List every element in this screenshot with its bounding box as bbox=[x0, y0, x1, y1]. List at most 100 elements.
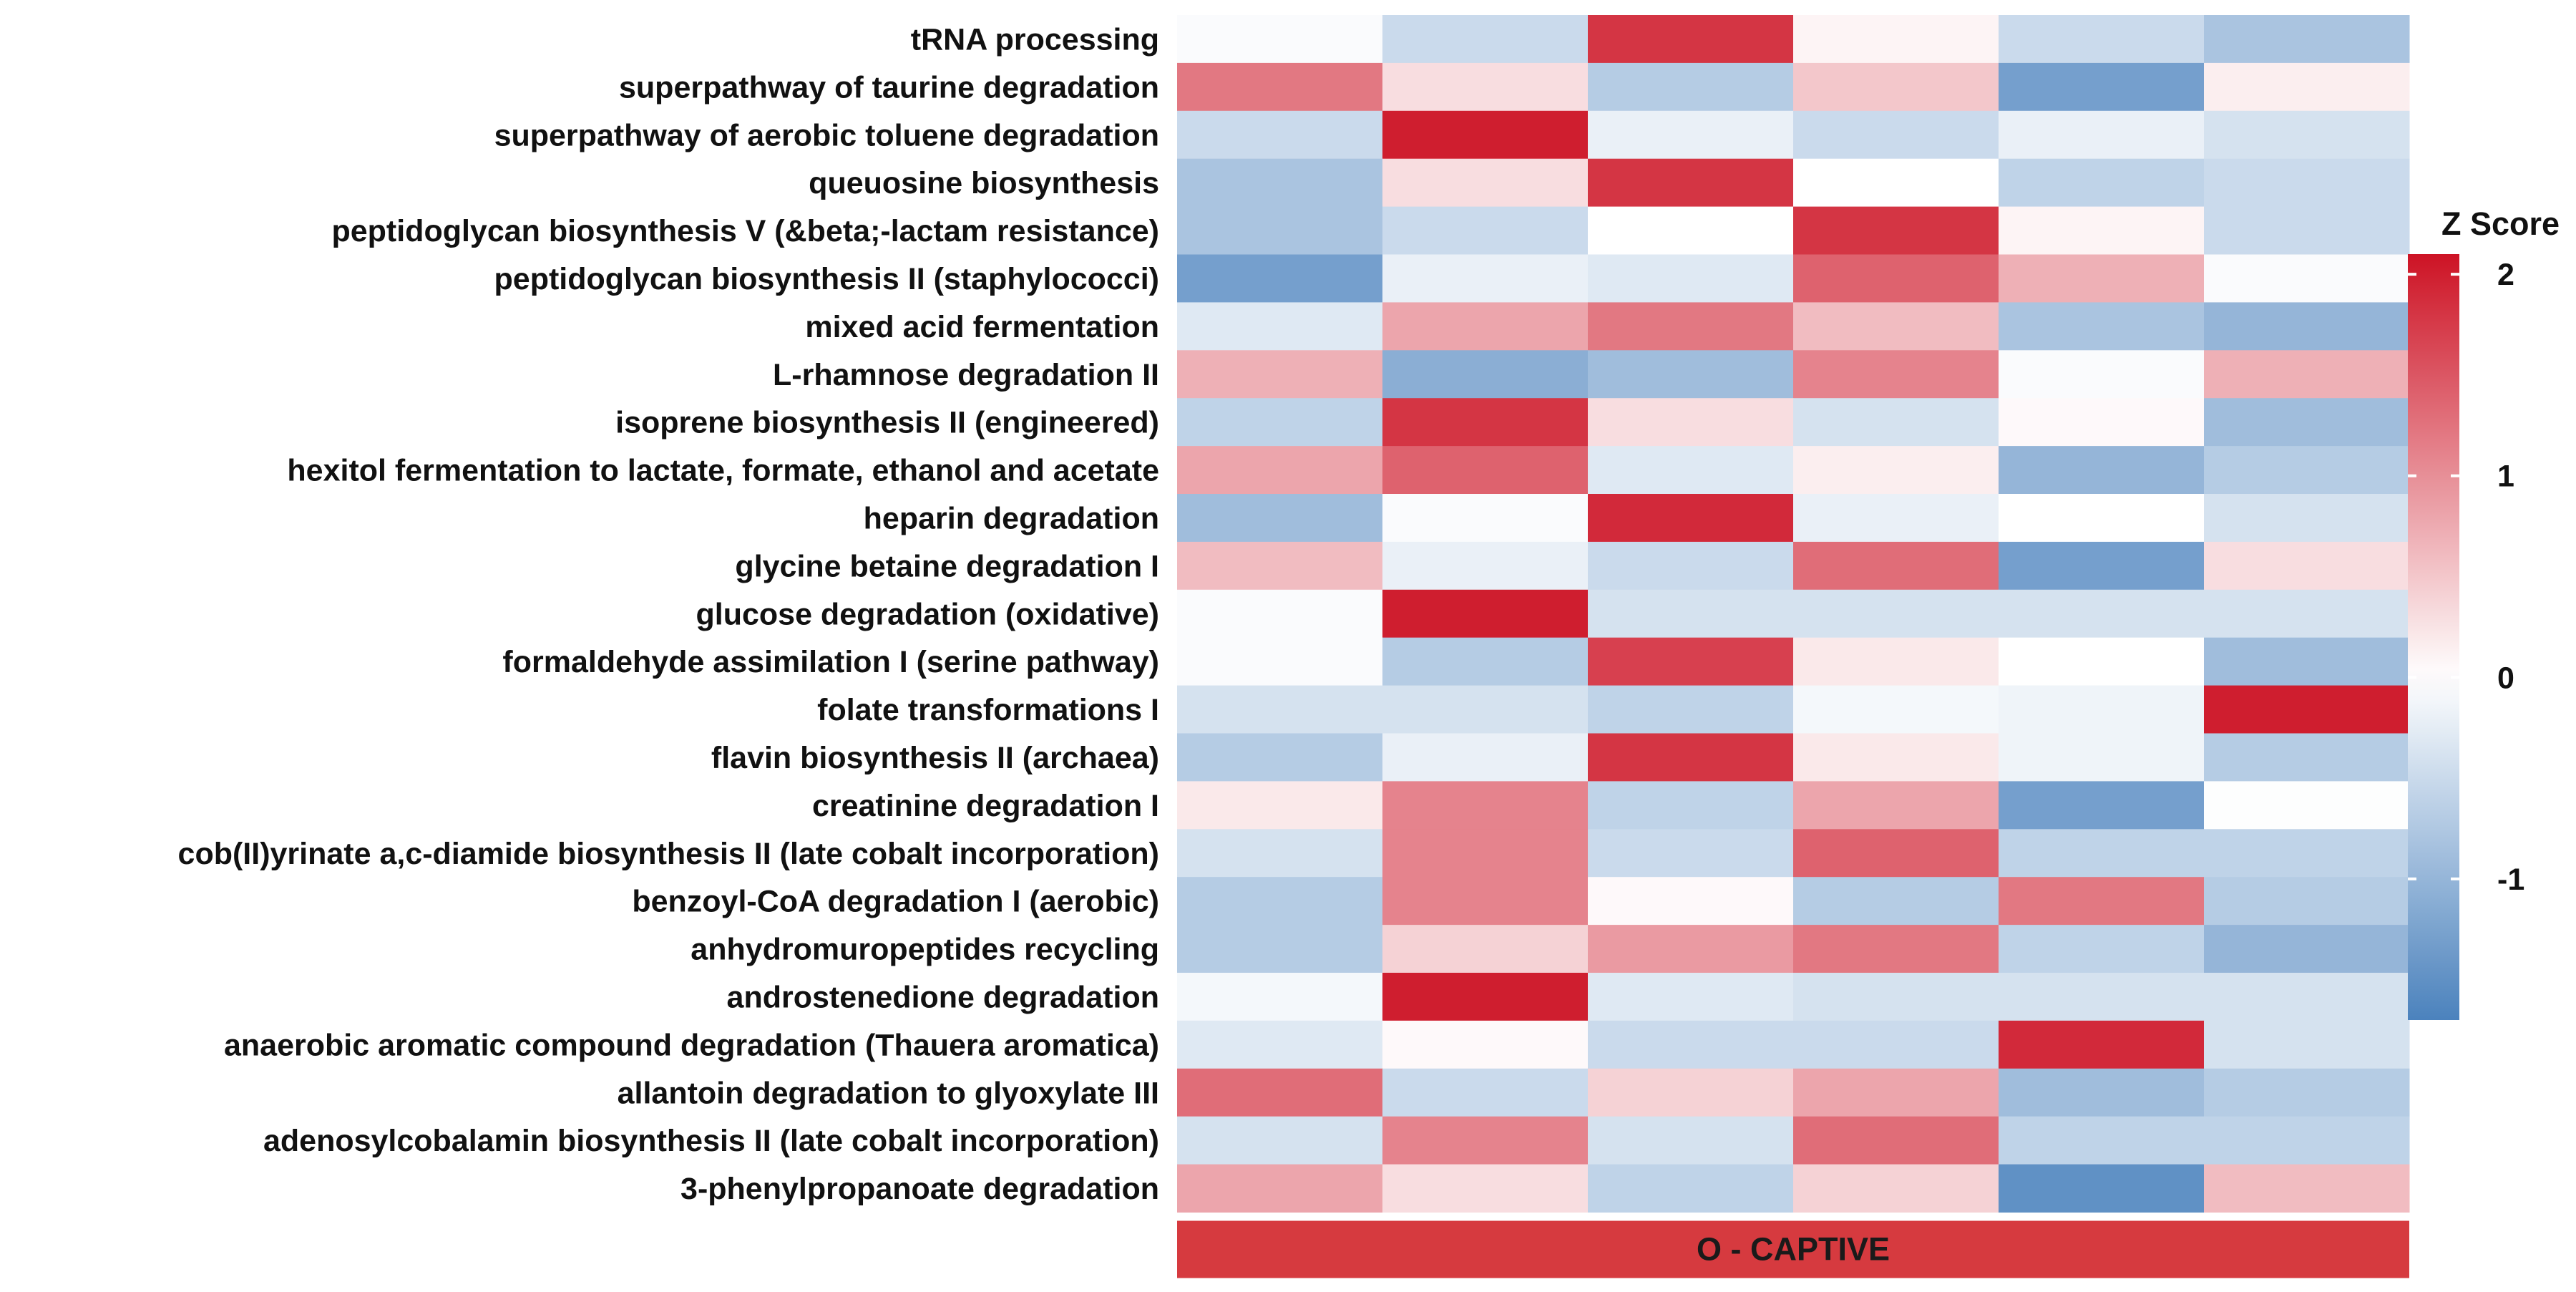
heatmap-cell bbox=[1382, 158, 1589, 208]
heatmap-cell bbox=[1382, 781, 1589, 830]
legend-tick-label: 1 bbox=[2497, 460, 2514, 494]
heatmap-cell bbox=[1999, 254, 2205, 303]
heatmap-cell bbox=[1588, 637, 1794, 686]
heatmap-cell bbox=[1793, 781, 1999, 830]
heatmap-cell bbox=[1793, 973, 1999, 1021]
heatmap-cell bbox=[1382, 398, 1589, 447]
row-label: 3-phenylpropanoate degradation bbox=[680, 1172, 1159, 1206]
heatmap-cell bbox=[1793, 494, 1999, 543]
heatmap-cell bbox=[1588, 446, 1794, 495]
heatmap-cell bbox=[1177, 829, 1383, 878]
heatmap-cell bbox=[1793, 206, 1999, 255]
heatmap-cell bbox=[1588, 158, 1794, 208]
heatmap-cell bbox=[1999, 1164, 2205, 1213]
heatmap-cell bbox=[2204, 15, 2410, 64]
heatmap-cell bbox=[2204, 206, 2410, 255]
heatmap-cell bbox=[2204, 781, 2410, 830]
row-label: folate transformations I bbox=[817, 693, 1159, 727]
heatmap-cell bbox=[1999, 446, 2205, 495]
legend-tick-label: -1 bbox=[2497, 863, 2524, 897]
heatmap-cell bbox=[2204, 254, 2410, 303]
heatmap-cell bbox=[1177, 1068, 1383, 1117]
row-label: superpathway of aerobic toluene degradat… bbox=[494, 118, 1159, 152]
heatmap-cell bbox=[1588, 589, 1794, 638]
heatmap-cell bbox=[1588, 1116, 1794, 1165]
heatmap-cell bbox=[2204, 1164, 2410, 1213]
heatmap-cell bbox=[1588, 541, 1794, 591]
heatmap-cell bbox=[1999, 1116, 2205, 1165]
row-label: peptidoglycan biosynthesis II (staphyloc… bbox=[494, 262, 1159, 296]
heatmap-cell bbox=[1588, 1164, 1794, 1213]
row-labels: tRNA processing superpathway of taurine d… bbox=[178, 22, 1159, 1206]
heatmap-cell bbox=[1177, 1164, 1383, 1213]
row-label: mixed acid fermentation bbox=[805, 310, 1159, 344]
heatmap-cell bbox=[2204, 302, 2410, 351]
heatmap-cell bbox=[1177, 1116, 1383, 1165]
heatmap-cell bbox=[1999, 781, 2205, 830]
heatmap-cell bbox=[1382, 733, 1589, 782]
heatmap-cell bbox=[2204, 446, 2410, 495]
heatmap-cell bbox=[1999, 925, 2205, 973]
heatmap-cell bbox=[1382, 541, 1589, 591]
row-label: queuosine biosynthesis bbox=[809, 166, 1159, 200]
row-label: adenosylcobalamin biosynthesis II (late … bbox=[263, 1124, 1159, 1158]
heatmap-cell bbox=[1999, 62, 2205, 112]
heatmap-cell bbox=[1588, 398, 1794, 447]
heatmap-cell bbox=[1382, 302, 1589, 351]
heatmap-cell bbox=[1999, 206, 2205, 255]
heatmap-cell bbox=[1999, 350, 2205, 399]
heatmap-cell bbox=[1999, 685, 2205, 734]
heatmap-cell bbox=[2204, 925, 2410, 973]
heatmap-cell bbox=[1382, 110, 1589, 160]
heatmap-cell bbox=[1177, 398, 1383, 447]
heatmap-cell bbox=[1177, 110, 1383, 160]
row-label: allantoin degradation to glyoxylate III bbox=[618, 1076, 1159, 1110]
heatmap-cell bbox=[1177, 589, 1383, 638]
heatmap-cell bbox=[1177, 494, 1383, 543]
heatmap-cell bbox=[1177, 973, 1383, 1021]
heatmap-cell bbox=[1177, 15, 1383, 64]
heatmap-cell bbox=[1177, 350, 1383, 399]
heatmap-cell bbox=[1177, 302, 1383, 351]
heatmap-cell bbox=[1999, 1020, 2205, 1069]
row-label: androstenedione degradation bbox=[727, 980, 1159, 1014]
heatmap-cell bbox=[1999, 158, 2205, 208]
legend-ticks: 2 1 0 -1 bbox=[2408, 258, 2524, 897]
heatmap-cell bbox=[1177, 158, 1383, 208]
heatmap-cell bbox=[1382, 15, 1589, 64]
heatmap-cell bbox=[1793, 446, 1999, 495]
heatmap-cell bbox=[1793, 733, 1999, 782]
heatmap-cell bbox=[1793, 350, 1999, 399]
heatmap-cell bbox=[1177, 1020, 1383, 1069]
heatmap-cell bbox=[1382, 1020, 1589, 1069]
heatmap-cell bbox=[1999, 541, 2205, 591]
colorscale-legend: Z Score 2 1 0 -1 bbox=[2408, 205, 2560, 1020]
heatmap-cell bbox=[1793, 541, 1999, 591]
heatmap-cell bbox=[1382, 1116, 1589, 1165]
heatmap-cell bbox=[2204, 110, 2410, 160]
heatmap-cell bbox=[1588, 206, 1794, 255]
heatmap-cell bbox=[1588, 15, 1794, 64]
heatmap-cell bbox=[2204, 1020, 2410, 1069]
row-label: superpathway of taurine degradation bbox=[619, 70, 1159, 105]
legend-tick-label: 0 bbox=[2497, 661, 2514, 695]
row-label: flavin biosynthesis II (archaea) bbox=[711, 741, 1159, 775]
heatmap-cell bbox=[1999, 15, 2205, 64]
heatmap-cell bbox=[1999, 1068, 2205, 1117]
heatmap-cell bbox=[1382, 1164, 1589, 1213]
heatmap-cell bbox=[1588, 110, 1794, 160]
row-label: cob(II)yrinate a,c-diamide biosynthesis … bbox=[178, 837, 1159, 871]
heatmap-cell bbox=[1999, 494, 2205, 543]
heatmap-cell bbox=[2204, 685, 2410, 734]
row-label: tRNA processing bbox=[911, 22, 1159, 57]
heatmap-cell bbox=[1999, 110, 2205, 160]
heatmap-cell bbox=[1999, 733, 2205, 782]
row-label: L-rhamnose degradation II bbox=[773, 358, 1159, 392]
heatmap-cell bbox=[1793, 589, 1999, 638]
heatmap-cell bbox=[1382, 494, 1589, 543]
heatmap-cell bbox=[1999, 589, 2205, 638]
heatmap-cell bbox=[2204, 733, 2410, 782]
heatmap-cell bbox=[1588, 733, 1794, 782]
row-label: formaldehyde assimilation I (serine path… bbox=[502, 645, 1159, 679]
heatmap-cell bbox=[2204, 541, 2410, 591]
